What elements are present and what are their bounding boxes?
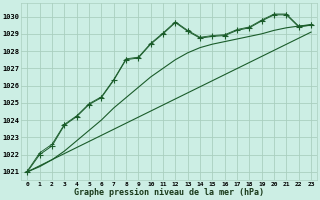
X-axis label: Graphe pression niveau de la mer (hPa): Graphe pression niveau de la mer (hPa) [74, 188, 264, 197]
